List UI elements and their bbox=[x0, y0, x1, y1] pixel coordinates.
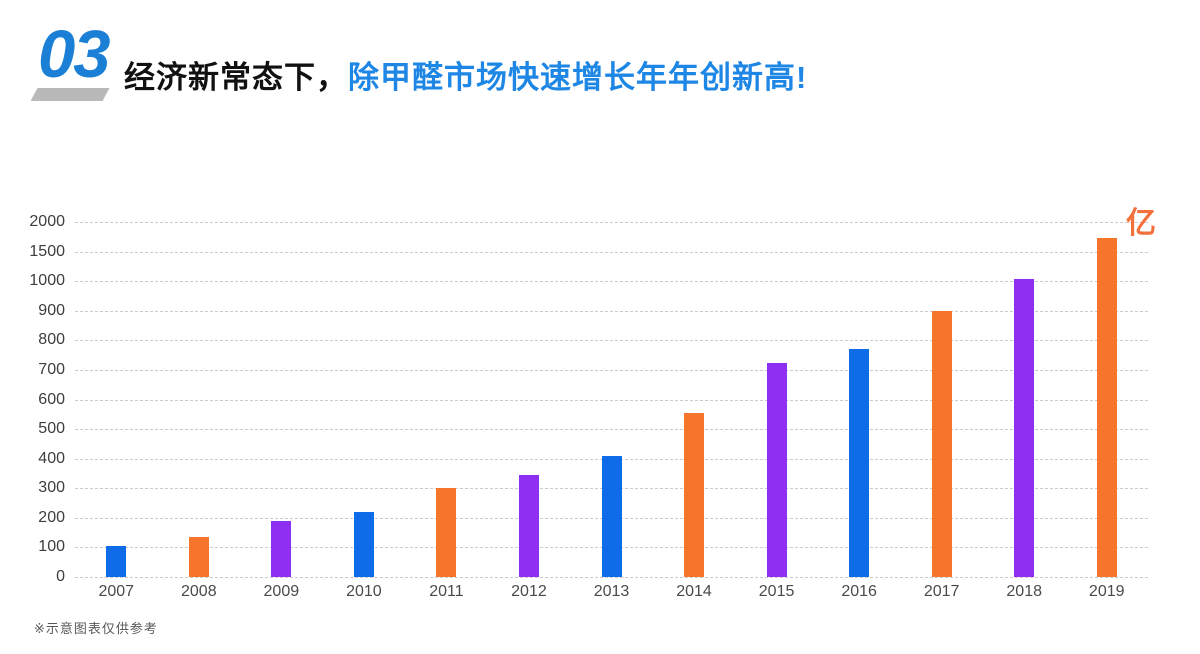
x-tick-label-2011: 2011 bbox=[429, 583, 464, 600]
bar-2012 bbox=[518, 475, 539, 577]
y-tick-label-2000: 2000 bbox=[29, 213, 65, 230]
gridline-600 bbox=[75, 399, 1148, 401]
page-title: 经济新常态下，除甲醛市场快速增长年年创新高! bbox=[124, 52, 807, 97]
bar-2008 bbox=[188, 537, 209, 577]
y-tick-label-0: 0 bbox=[56, 568, 65, 585]
bar-2010 bbox=[353, 512, 374, 577]
x-tick-label-2017: 2017 bbox=[923, 583, 960, 600]
x-tick-label-2018: 2018 bbox=[1006, 583, 1042, 600]
bar-2014 bbox=[684, 413, 705, 577]
y-tick-label-200: 200 bbox=[38, 508, 65, 526]
disclaimer-note: ※示意图表仅供参考 bbox=[34, 621, 158, 636]
bar-2013 bbox=[601, 456, 622, 577]
x-tick-label-2009: 2009 bbox=[263, 583, 300, 600]
y-tick-label-700: 700 bbox=[38, 360, 65, 378]
y-tick-label-300: 300 bbox=[38, 479, 65, 497]
bar-2019 bbox=[1096, 238, 1117, 577]
y-tick-label-100: 100 bbox=[38, 538, 65, 556]
y-tick-label-900: 900 bbox=[38, 301, 65, 319]
x-tick-label-2010: 2010 bbox=[346, 583, 382, 600]
y-tick-label-400: 400 bbox=[38, 449, 65, 467]
x-tick-label-2014: 2014 bbox=[676, 583, 712, 600]
y-axis-unit-label: 亿 bbox=[1126, 207, 1156, 240]
gridline-700 bbox=[75, 369, 1148, 371]
gridline-500 bbox=[75, 429, 1148, 431]
bar-2017 bbox=[931, 311, 952, 577]
x-tick-label-2008: 2008 bbox=[181, 583, 217, 600]
gridline-1000 bbox=[75, 281, 1148, 283]
x-tick-label-2007: 2007 bbox=[98, 583, 135, 600]
x-tick-label-2012: 2012 bbox=[511, 583, 547, 600]
page-title-black-part: 经济新常态下， bbox=[124, 60, 348, 95]
page-title-blue-part: 除甲醛市场快速增长年年创新高! bbox=[348, 60, 808, 95]
bar-2015 bbox=[766, 363, 787, 577]
gridline-800 bbox=[75, 340, 1148, 342]
y-tick-label-1000: 1000 bbox=[29, 272, 65, 290]
y-tick-label-800: 800 bbox=[38, 331, 65, 349]
bar-2016 bbox=[849, 349, 870, 577]
bar-2011 bbox=[436, 488, 457, 577]
gridline-2000 bbox=[75, 222, 1148, 223]
y-tick-label-600: 600 bbox=[38, 390, 65, 408]
bar-2007 bbox=[106, 546, 127, 577]
x-tick-label-2019: 2019 bbox=[1088, 583, 1125, 600]
bar-chart-plot-area: 0 100 200 300 400 500 600 700 800 900 1000 1500 2000… bbox=[29, 213, 1148, 600]
x-tick-label-2016: 2016 bbox=[841, 583, 877, 600]
x-tick-label-2015: 2015 bbox=[758, 583, 795, 600]
y-tick-label-500: 500 bbox=[38, 420, 65, 438]
gridline-900 bbox=[75, 310, 1148, 312]
y-tick-label-1500: 1500 bbox=[29, 242, 65, 260]
bar-2018 bbox=[1014, 279, 1035, 577]
gridline-1500 bbox=[75, 251, 1148, 253]
gridline-0 bbox=[75, 577, 1148, 578]
section-number: 03 bbox=[38, 17, 111, 92]
bar-2009 bbox=[271, 521, 292, 577]
x-tick-label-2013: 2013 bbox=[593, 583, 630, 600]
